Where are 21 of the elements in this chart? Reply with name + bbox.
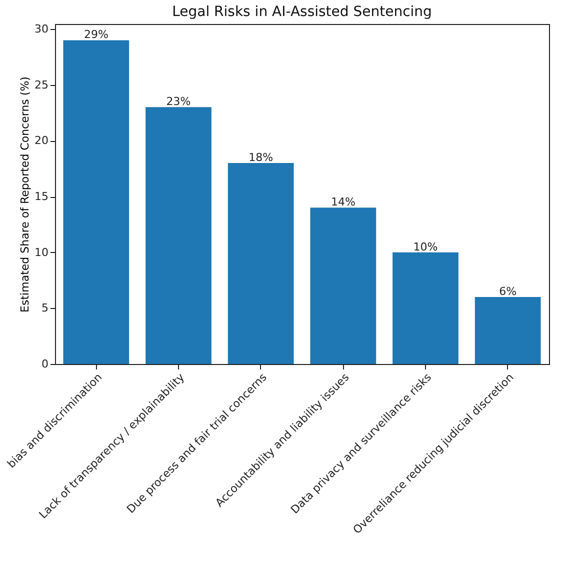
bar	[63, 40, 130, 364]
bar	[392, 252, 458, 364]
y-tick-label: 0	[42, 358, 48, 370]
bar	[228, 163, 294, 364]
bar	[146, 107, 212, 364]
data-label: 23%	[166, 95, 191, 108]
chart-title: Legal Risks in AI-Assisted Sentencing	[172, 4, 432, 20]
data-label: 10%	[413, 240, 438, 254]
data-label: 6%	[499, 285, 517, 298]
data-label: 29%	[84, 28, 108, 42]
bar	[474, 297, 541, 364]
y-tick-label: 30	[34, 22, 48, 36]
bar	[310, 208, 376, 364]
y-tick-label: 25	[34, 78, 48, 92]
y-tick-label: 15	[34, 190, 48, 204]
y-tick-label: 5	[42, 302, 48, 315]
y-axis-title: Estimated Share of Reported Concerns (%)	[18, 76, 32, 312]
data-label: 14%	[330, 196, 356, 209]
data-label: 18%	[248, 151, 274, 164]
y-tick-label: 10	[34, 246, 48, 259]
y-tick-label: 20	[34, 134, 48, 148]
